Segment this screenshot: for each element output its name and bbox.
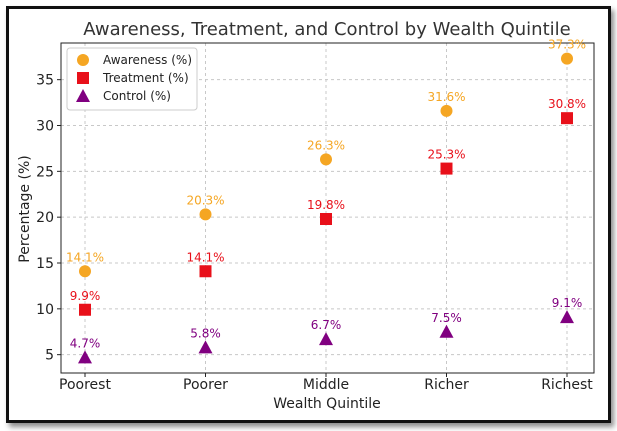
- data-point-circle: [79, 265, 91, 278]
- legend-label: Awareness (%): [103, 53, 192, 67]
- y-tick-label: 10: [36, 302, 54, 318]
- x-axis-ticks: Poorest Poorer Middle Richer Richest: [59, 373, 593, 393]
- x-tick-label: Middle: [303, 377, 349, 393]
- data-point-square: [79, 303, 91, 316]
- x-tick-label: Poorer: [183, 377, 228, 393]
- data-label: 19.8%: [307, 198, 345, 212]
- y-tick-label: 5: [45, 348, 54, 364]
- legend-box: [66, 47, 198, 111]
- y-tick-label: 30: [36, 119, 54, 135]
- legend-marker-triangle: [76, 89, 90, 102]
- x-tick-label: Poorest: [59, 377, 111, 393]
- data-point-square: [320, 213, 332, 225]
- legend-marker-square: [77, 72, 89, 84]
- data-point-square: [440, 162, 453, 175]
- data-point-triangle: [439, 324, 454, 338]
- data-label: 7.5%: [431, 311, 462, 325]
- x-tick-label: Richer: [424, 377, 469, 393]
- data-point-circle: [320, 153, 332, 166]
- data-label: 5.8%: [190, 326, 221, 340]
- data-point-circle: [561, 52, 573, 65]
- data-point-triangle: [198, 340, 213, 354]
- data-point-triangle: [319, 332, 333, 346]
- data-label: 31.6%: [427, 90, 465, 104]
- data-label: 9.9%: [70, 289, 101, 303]
- plot-area: [60, 42, 595, 374]
- data-label: 30.8%: [548, 97, 586, 111]
- data-point-square: [561, 112, 573, 125]
- y-tick-label: 15: [36, 256, 54, 272]
- data-point-triangle: [560, 310, 574, 324]
- y-axis-label: Percentage (%): [17, 155, 33, 262]
- data-label: 6.7%: [311, 318, 342, 332]
- legend-marker-circle: [77, 54, 89, 66]
- data-label: 20.3%: [186, 193, 224, 207]
- data-point-circle: [199, 208, 212, 221]
- data-points: 14.1% 20.3% 26.3% 31.6% 37.3% 9.9% 14.1% 19.8% 2…: [66, 38, 586, 364]
- data-label: 9.1%: [552, 296, 583, 310]
- legend: Awareness (%) Treatment (%) Control (%): [66, 47, 198, 111]
- data-label: 14.1%: [66, 250, 104, 264]
- data-label: 25.3%: [427, 148, 465, 162]
- data-point-circle: [440, 104, 453, 117]
- chart-title: Awareness, Treatment, and Control by Wea…: [83, 19, 570, 40]
- y-tick-label: 20: [36, 210, 54, 226]
- data-label: 4.7%: [70, 336, 101, 350]
- data-point-square: [199, 265, 212, 278]
- x-axis-label: Wealth Quintile: [273, 396, 380, 412]
- y-axis-ticks: 5 10 15 20 25 30 35: [36, 73, 61, 364]
- y-tick-label: 35: [36, 73, 54, 89]
- data-point-triangle: [78, 350, 92, 364]
- legend-label: Control (%): [103, 89, 171, 103]
- data-label: 14.1%: [186, 250, 224, 264]
- legend-label: Treatment (%): [102, 71, 189, 85]
- data-label: 26.3%: [307, 138, 345, 152]
- data-label: 37.3%: [548, 38, 586, 52]
- x-tick-label: Richest: [541, 377, 593, 393]
- y-tick-label: 25: [36, 164, 54, 180]
